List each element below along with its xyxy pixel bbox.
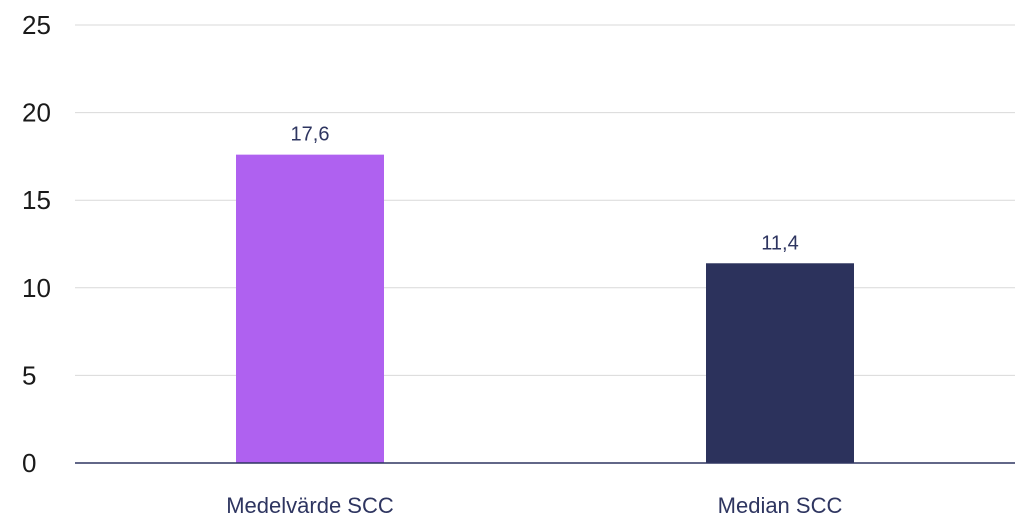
- gridlines: [75, 24, 1015, 376]
- y-tick-label-25: 25: [22, 10, 51, 40]
- bar-1: [236, 154, 384, 463]
- x-category-label-2: Median SCC: [718, 493, 843, 518]
- y-tick-label-5: 5: [22, 360, 36, 390]
- y-tick-label-20: 20: [22, 98, 51, 128]
- y-axis-tick-labels: 0 5 10 15 20 25: [22, 10, 51, 478]
- bar-2: [706, 263, 854, 463]
- value-labels: 17,6 11,4: [291, 124, 799, 255]
- x-axis-category-labels: Medelvärde SCC Median SCC: [226, 493, 842, 518]
- y-tick-label-15: 15: [22, 185, 51, 215]
- value-label-2: 11,4: [761, 232, 798, 254]
- y-tick-label-10: 10: [22, 273, 51, 303]
- y-tick-label-0: 0: [22, 448, 36, 478]
- value-label-1: 17,6: [291, 124, 330, 146]
- x-category-label-1: Medelvärde SCC: [226, 493, 394, 518]
- bars: [236, 154, 854, 463]
